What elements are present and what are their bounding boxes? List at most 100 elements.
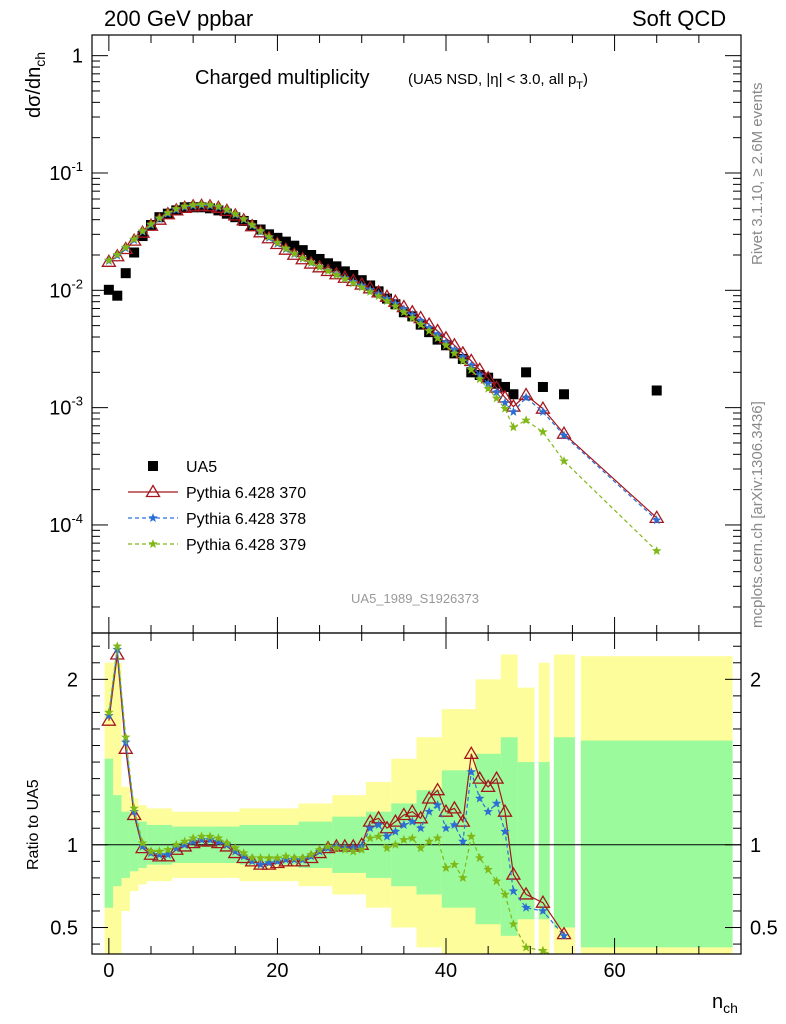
main-point: [652, 515, 662, 525]
main-point: [466, 364, 476, 374]
main-point: [129, 234, 139, 244]
ratio-point: [472, 770, 488, 784]
ratio-point: [449, 819, 460, 829]
ratio-point: [521, 942, 531, 952]
ratio-point: [143, 846, 159, 860]
y-tick-label: 10-3: [49, 394, 83, 420]
legend-marker: [148, 461, 158, 471]
ratio-point: [331, 843, 342, 853]
ratio-point: [196, 831, 207, 841]
main-point: [239, 214, 249, 224]
legend-entry-2: Pythia 6.428 378: [128, 511, 306, 528]
ratio-point: [286, 853, 302, 867]
main-point: [407, 313, 417, 323]
main-point: [121, 242, 131, 252]
ratio-point: [455, 813, 471, 827]
main-point: [466, 360, 476, 370]
ratio-point: [491, 798, 502, 808]
ratio-point: [500, 889, 510, 899]
main-point: [537, 381, 548, 392]
ratio-point: [365, 823, 375, 833]
main-point: [134, 224, 151, 238]
ratio-point: [104, 710, 114, 720]
main-point: [221, 208, 232, 219]
ratio-series-line: [108, 646, 552, 954]
ratio-point: [538, 945, 548, 954]
ratio-point: [109, 646, 125, 660]
ratio-point: [466, 831, 476, 841]
main-point: [373, 291, 384, 301]
ratio-point: [306, 849, 316, 859]
ratio-point: [236, 850, 252, 864]
uncertainty-bands: [104, 654, 733, 954]
ratio-point: [222, 838, 232, 848]
ratio-point: [163, 849, 173, 859]
x-tick-label: 20: [266, 960, 288, 982]
band-inner: [538, 762, 550, 920]
ratio-point: [160, 848, 176, 862]
ratio-point: [298, 853, 308, 863]
main-point: [314, 253, 325, 264]
header-right-text: Soft QCD: [632, 6, 727, 31]
band-inner: [475, 753, 501, 925]
main-point: [491, 387, 502, 397]
ratio-point: [281, 854, 291, 864]
main-point: [475, 374, 485, 384]
ratio-point: [264, 858, 274, 867]
main-point: [559, 430, 569, 440]
ratio-series-line: [108, 649, 565, 937]
band-inner: [113, 795, 122, 887]
ratio-point: [404, 803, 420, 817]
ratio-point: [180, 836, 190, 846]
ratio-point: [518, 886, 534, 900]
ratio-point: [205, 834, 215, 844]
ratio-point: [424, 836, 434, 846]
ratio-point: [399, 819, 409, 829]
ratio-point: [488, 770, 505, 784]
y-axis-label-main: dσ/dnch: [23, 52, 48, 118]
ratio-point: [508, 919, 519, 929]
main-point: [649, 510, 665, 523]
ratio-point: [118, 741, 134, 754]
y-tick-label: 10-1: [49, 159, 83, 185]
main-point: [289, 248, 299, 258]
main-point: [247, 220, 257, 230]
y-tick-label: 1: [72, 46, 83, 68]
main-plot-series: [101, 198, 665, 555]
ratio-point: [137, 838, 148, 848]
ratio-point: [559, 956, 569, 965]
ratio-point: [407, 816, 417, 826]
main-point: [323, 266, 333, 276]
main-point: [466, 367, 477, 378]
main-point: [112, 290, 123, 301]
main-point: [651, 385, 662, 396]
ratio-point: [255, 859, 266, 869]
chart-subtitle: (UA5 NSD, |η| < 3.0, all pT): [408, 71, 588, 92]
legend-label: Pythia 6.428 379: [186, 537, 306, 554]
ratio-point: [483, 806, 493, 816]
ratio-point: [137, 841, 148, 851]
main-point: [416, 319, 426, 329]
ratio-point: [432, 833, 443, 843]
main-point: [236, 212, 252, 226]
ratio-point: [382, 831, 392, 841]
ratio-point: [146, 846, 156, 856]
main-point: [458, 355, 468, 365]
legend-marker: [148, 539, 158, 548]
main-point: [306, 249, 317, 260]
ratio-y-tick-label-right: 2: [750, 669, 761, 691]
ratio-point: [163, 844, 173, 854]
main-point: [521, 367, 532, 378]
ratio-point: [134, 840, 151, 854]
main-point: [213, 205, 224, 216]
main-point: [348, 278, 358, 288]
band-inner: [517, 762, 535, 920]
band-inner: [580, 740, 733, 948]
ratio-point: [340, 844, 350, 854]
main-point: [281, 243, 291, 253]
ratio-point: [500, 826, 510, 836]
ratio-point: [272, 856, 283, 866]
main-point: [556, 425, 572, 439]
main-point: [508, 422, 519, 432]
ratio-point: [446, 800, 463, 814]
